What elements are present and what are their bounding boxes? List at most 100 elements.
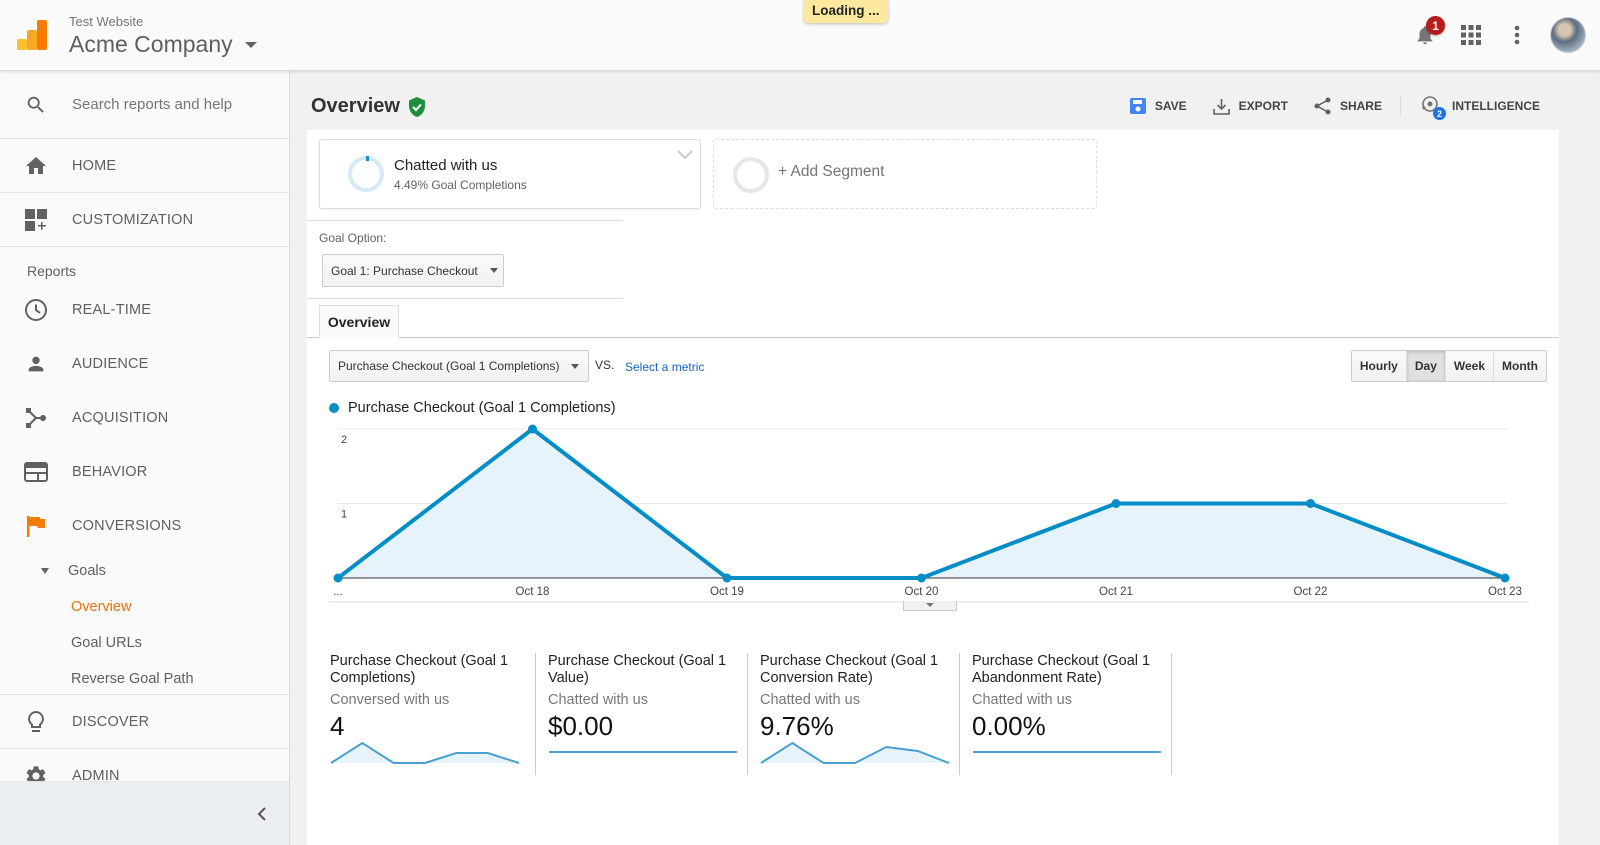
person-icon: [28, 356, 44, 372]
sidebar-item-admin[interactable]: ADMIN: [0, 749, 289, 803]
search-input[interactable]: [72, 96, 272, 113]
scorecard-value: $0.00: [548, 711, 614, 741]
intelligence-badge: 2: [1432, 107, 1446, 120]
download-icon: [1212, 98, 1230, 115]
sparkline: [330, 741, 520, 764]
svg-text:Oct 22: Oct 22: [1294, 586, 1328, 598]
share-label: SHARE: [1339, 99, 1382, 113]
sparkline: [973, 751, 1161, 753]
caret-down-icon: [244, 41, 257, 48]
segment-ring-icon: [348, 156, 384, 192]
tab-bar-divider: [307, 337, 1559, 338]
scorecard-value-metric[interactable]: Purchase Checkout (Goal 1 Value) Chatted…: [536, 653, 748, 775]
svg-text:Oct 21: Oct 21: [1099, 586, 1133, 598]
more-options-button[interactable]: [1494, 12, 1540, 58]
sidebar-item-real-time[interactable]: REAL-TIME: [0, 283, 289, 337]
scorecard-abandonment-rate[interactable]: Purchase Checkout (Goal 1 Abandonment Ra…: [960, 653, 1172, 775]
account-selector[interactable]: Acme Company: [69, 31, 257, 58]
export-button[interactable]: EXPORT: [1212, 98, 1288, 115]
account-name: Acme Company: [69, 31, 233, 57]
share-button[interactable]: SHARE: [1314, 97, 1382, 115]
top-bar: Test Website Acme Company 1: [0, 0, 1600, 71]
export-label: EXPORT: [1238, 99, 1288, 113]
fork-icon: [26, 408, 46, 428]
save-icon: [1129, 98, 1146, 114]
save-label: SAVE: [1154, 99, 1187, 113]
sidebar-item-label: CUSTOMIZATION: [72, 211, 194, 228]
scorecard-segment: Chatted with us: [548, 692, 648, 708]
sidebar-item-reverse-goal-path[interactable]: Reverse Goal Path: [71, 671, 194, 687]
sidebar-item-home[interactable]: HOME: [0, 139, 289, 193]
sparkline: [549, 751, 737, 753]
report-panel: Chatted with us 4.49% Goal Completions +…: [307, 130, 1559, 845]
apps-button[interactable]: [1448, 12, 1494, 58]
select-metric-link[interactable]: Select a metric: [625, 360, 705, 374]
scorecard-segment: Conversed with us: [330, 692, 450, 708]
sidebar-item-acquisition[interactable]: ACQUISITION: [0, 391, 289, 445]
scorecard-value: 9.76%: [760, 711, 834, 741]
scorecard-title: Purchase Checkout (Goal 1 Abandonment Ra…: [972, 653, 1151, 686]
segment-name: Chatted with us: [394, 157, 498, 174]
line-chart[interactable]: 1 2... Oct 18 Oct 19 Oct 20 Oct 21 Oct 22 Oct 2…: [307, 420, 1559, 620]
dropdown-caret-icon: [571, 363, 580, 369]
svg-text:Oct 19: Oct 19: [710, 586, 744, 598]
notifications-button[interactable]: 1: [1402, 12, 1448, 58]
window-icon: [24, 462, 48, 482]
page-title-text: Overview: [311, 95, 400, 117]
sidebar-item-label: ACQUISITION: [72, 410, 169, 426]
segment-card[interactable]: Chatted with us 4.49% Goal Completions: [319, 139, 701, 209]
sidebar-item-goal-urls[interactable]: Goal URLs: [71, 635, 142, 651]
granularity-hourly[interactable]: Hourly: [1351, 351, 1406, 381]
granularity-week[interactable]: Week: [1444, 351, 1494, 381]
sidebar-search: [0, 71, 289, 139]
sidebar-item-goals[interactable]: Goals: [0, 553, 289, 589]
chart-legend[interactable]: Purchase Checkout (Goal 1 Completions): [329, 400, 616, 416]
segment-detail: 4.49% Goal Completions: [394, 178, 527, 192]
add-segment-label: + Add Segment: [778, 163, 885, 180]
apps-grid-icon: [1461, 25, 1481, 45]
reports-heading: Reports: [27, 263, 77, 279]
sidebar-item-label: CONVERSIONS: [72, 518, 182, 534]
add-segment-button[interactable]: + Add Segment: [713, 139, 1097, 209]
intelligence-button[interactable]: 2 INTELLIGENCE: [1421, 95, 1540, 120]
verified-shield-icon: [408, 96, 425, 117]
scorecard-conversion-rate[interactable]: Purchase Checkout (Goal 1 Conversion Rat…: [748, 653, 960, 775]
collapse-sidebar-button[interactable]: [0, 781, 289, 845]
save-button[interactable]: SAVE: [1129, 98, 1187, 114]
sidebar-item-discover[interactable]: DISCOVER: [0, 695, 289, 749]
scorecard-segment: Chatted with us: [760, 692, 860, 708]
sidebar-item-customization[interactable]: CUSTOMIZATION: [0, 193, 289, 247]
sidebar-item-label: ADMIN: [72, 768, 120, 784]
granularity-month[interactable]: Month: [1493, 351, 1546, 381]
svg-text:Oct 20: Oct 20: [905, 586, 939, 598]
scorecard-value: 4: [330, 711, 345, 741]
chart-resize-handle[interactable]: [903, 601, 957, 611]
scorecard-completions[interactable]: Purchase Checkout (Goal 1 Completions) C…: [324, 653, 536, 775]
analytics-logo-icon: [17, 20, 47, 50]
segment-placeholder-ring-icon: [733, 157, 769, 193]
legend-dot-icon: [329, 403, 339, 413]
property-label: Test Website: [69, 14, 144, 29]
sidebar-item-behavior[interactable]: BEHAVIOR: [0, 445, 289, 499]
notification-badge: 1: [1426, 16, 1445, 35]
svg-text:Oct 18: Oct 18: [516, 586, 550, 598]
scorecard-value: 0.00%: [972, 711, 1046, 741]
user-avatar[interactable]: [1550, 17, 1586, 53]
metric-value: Purchase Checkout (Goal 1 Completions): [338, 359, 560, 373]
sidebar-item-goals-overview[interactable]: Overview: [71, 599, 132, 615]
chevron-down-icon[interactable]: [676, 149, 694, 161]
sidebar-item-label: HOME: [72, 157, 117, 174]
goal-option-dropdown[interactable]: Goal 1: Purchase Checkout: [322, 254, 504, 287]
legend-label: Purchase Checkout (Goal 1 Completions): [348, 400, 616, 416]
sidebar-item-audience[interactable]: AUDIENCE: [0, 337, 289, 391]
metric-dropdown[interactable]: Purchase Checkout (Goal 1 Completions): [329, 350, 589, 382]
granularity-day[interactable]: Day: [1405, 351, 1445, 381]
sidebar-item-label: REAL-TIME: [72, 302, 152, 318]
tab-overview[interactable]: Overview: [319, 305, 399, 338]
svg-text:2: 2: [341, 434, 347, 446]
gear-icon: [26, 766, 46, 786]
sidebar-item-conversions[interactable]: CONVERSIONS: [0, 499, 289, 553]
scorecard-title: Purchase Checkout (Goal 1 Completions): [330, 653, 509, 686]
goals-submenu: Goals Overview Goal URLs Reverse Goal Pa…: [0, 553, 289, 695]
share-icon: [1314, 97, 1331, 115]
